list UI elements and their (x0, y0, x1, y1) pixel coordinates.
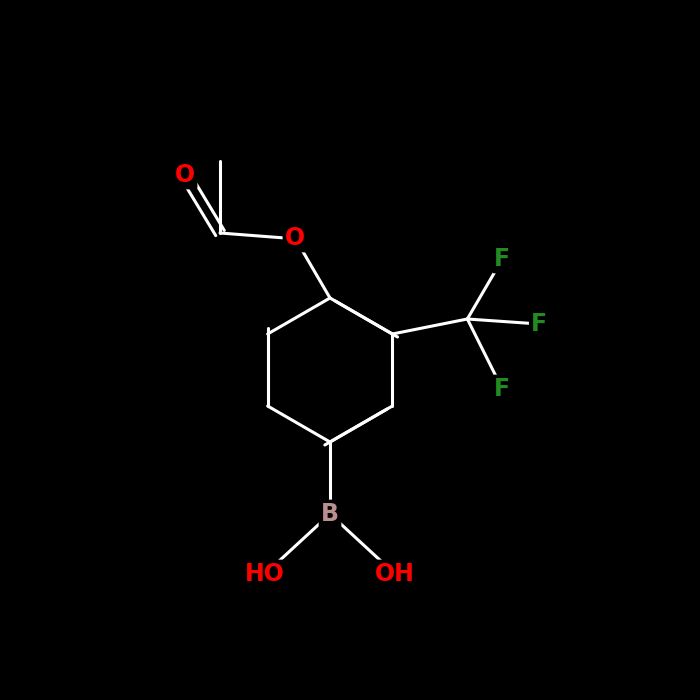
Text: HO: HO (245, 562, 285, 586)
Text: B: B (321, 502, 339, 526)
Text: OH: OH (375, 562, 415, 586)
Text: F: F (494, 247, 510, 271)
Text: F: F (531, 312, 547, 336)
Text: F: F (494, 377, 510, 401)
Text: O: O (285, 226, 305, 250)
Text: O: O (175, 163, 195, 187)
